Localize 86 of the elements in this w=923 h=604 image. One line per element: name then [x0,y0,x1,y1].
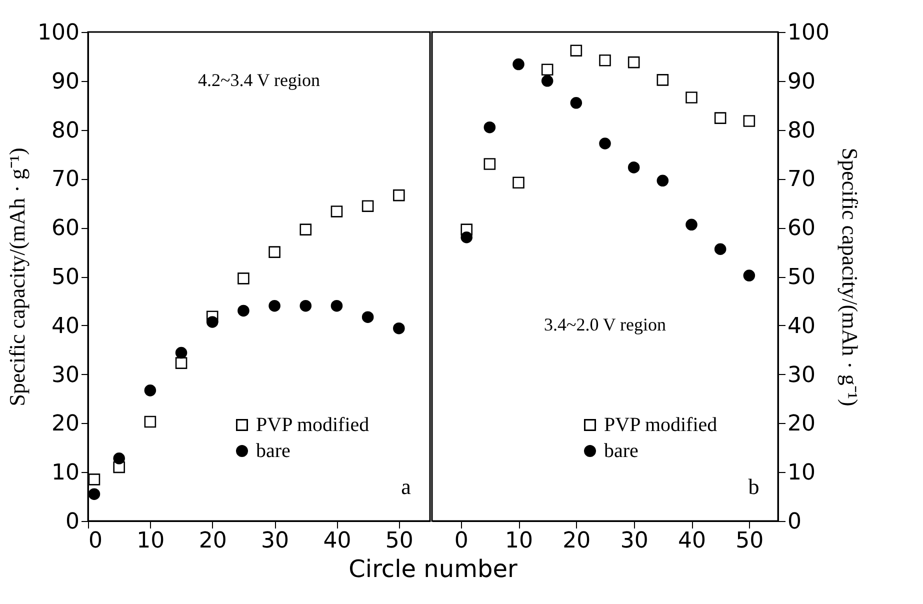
y-tick-label: 90 [788,69,816,94]
annotation: a [401,474,412,499]
point [599,138,611,150]
y-tick-label: 70 [788,167,816,192]
point [570,44,582,56]
point [512,176,524,189]
x-tick-label: 0 [88,528,102,554]
point [570,97,582,109]
point [144,416,156,428]
point [484,121,496,134]
point [362,200,374,212]
y-tick-label: 80 [788,118,816,144]
x-axis-title: Circle number [348,554,518,583]
x-tick-label: 40 [323,528,352,554]
x-tick-label: 0 [454,528,468,554]
point [268,300,280,312]
legend-label: PVP modified [256,414,370,436]
legend-label: PVP modified [604,414,718,436]
point [628,162,640,174]
x-tick-label: 30 [261,528,290,554]
y-axis-title: Specific capacity/(mAh · g⁻¹) [4,148,30,406]
point [113,452,125,464]
point [144,384,156,396]
y-tick-label: 100 [788,20,830,46]
y-tick-label: 10 [788,460,816,486]
point [512,58,524,70]
point [656,74,669,86]
point [656,174,669,187]
y-tick-label: 30 [52,362,80,388]
x-tick-label: 20 [198,528,227,554]
x-tick-label: 50 [385,528,414,554]
y-tick-label: 100 [38,20,80,46]
y-tick-label: 40 [788,314,816,339]
y-tick-label: 20 [52,412,80,437]
point [686,218,698,231]
legend-label: bare [256,440,291,462]
y-tick-label: 50 [52,265,80,290]
y-tick-label: 50 [788,265,816,290]
point [714,243,726,255]
point [599,54,611,66]
annotation: 4.2~3.4 V region [198,70,320,90]
y-tick-label: 60 [788,216,816,242]
y-tick-label: 10 [52,460,80,486]
point [460,231,472,244]
y-tick-label: 70 [52,167,80,192]
point [238,304,250,317]
point [88,488,100,500]
point [300,224,312,236]
point [330,300,343,312]
point [743,115,756,127]
x-tick-label: 30 [620,528,648,554]
point [362,311,374,323]
y-tick-label: 0 [66,510,80,534]
point [714,112,726,124]
x-tick-label: 10 [505,528,533,554]
point [686,92,698,104]
point [743,270,756,282]
point [175,346,188,359]
point [268,246,280,258]
y-axis-title: Specific capacity/(mAh · g⁻¹) [837,148,862,406]
point [330,206,343,218]
y-tick-label: 90 [52,69,80,94]
point [88,474,100,486]
point [300,300,312,312]
point [541,64,554,76]
annotation: b [748,474,760,499]
point [393,322,405,334]
point [206,316,218,328]
x-tick-label: 20 [562,528,591,554]
y-tick-label: 60 [52,216,80,242]
point [541,75,554,87]
annotation: 3.4~2.0 V region [544,314,666,334]
x-tick-label: 50 [736,528,764,554]
point [484,158,496,170]
x-tick-label: 10 [136,528,165,554]
point [393,189,405,202]
y-tick-label: 20 [788,412,816,437]
x-tick-label: 40 [678,528,706,554]
legend-label: bare [604,440,639,462]
y-tick-label: 0 [788,510,802,534]
point [238,272,250,284]
point [175,357,188,369]
point [628,56,640,68]
y-tick-label: 30 [788,362,816,388]
y-tick-label: 80 [52,118,80,144]
y-tick-label: 40 [52,314,80,339]
